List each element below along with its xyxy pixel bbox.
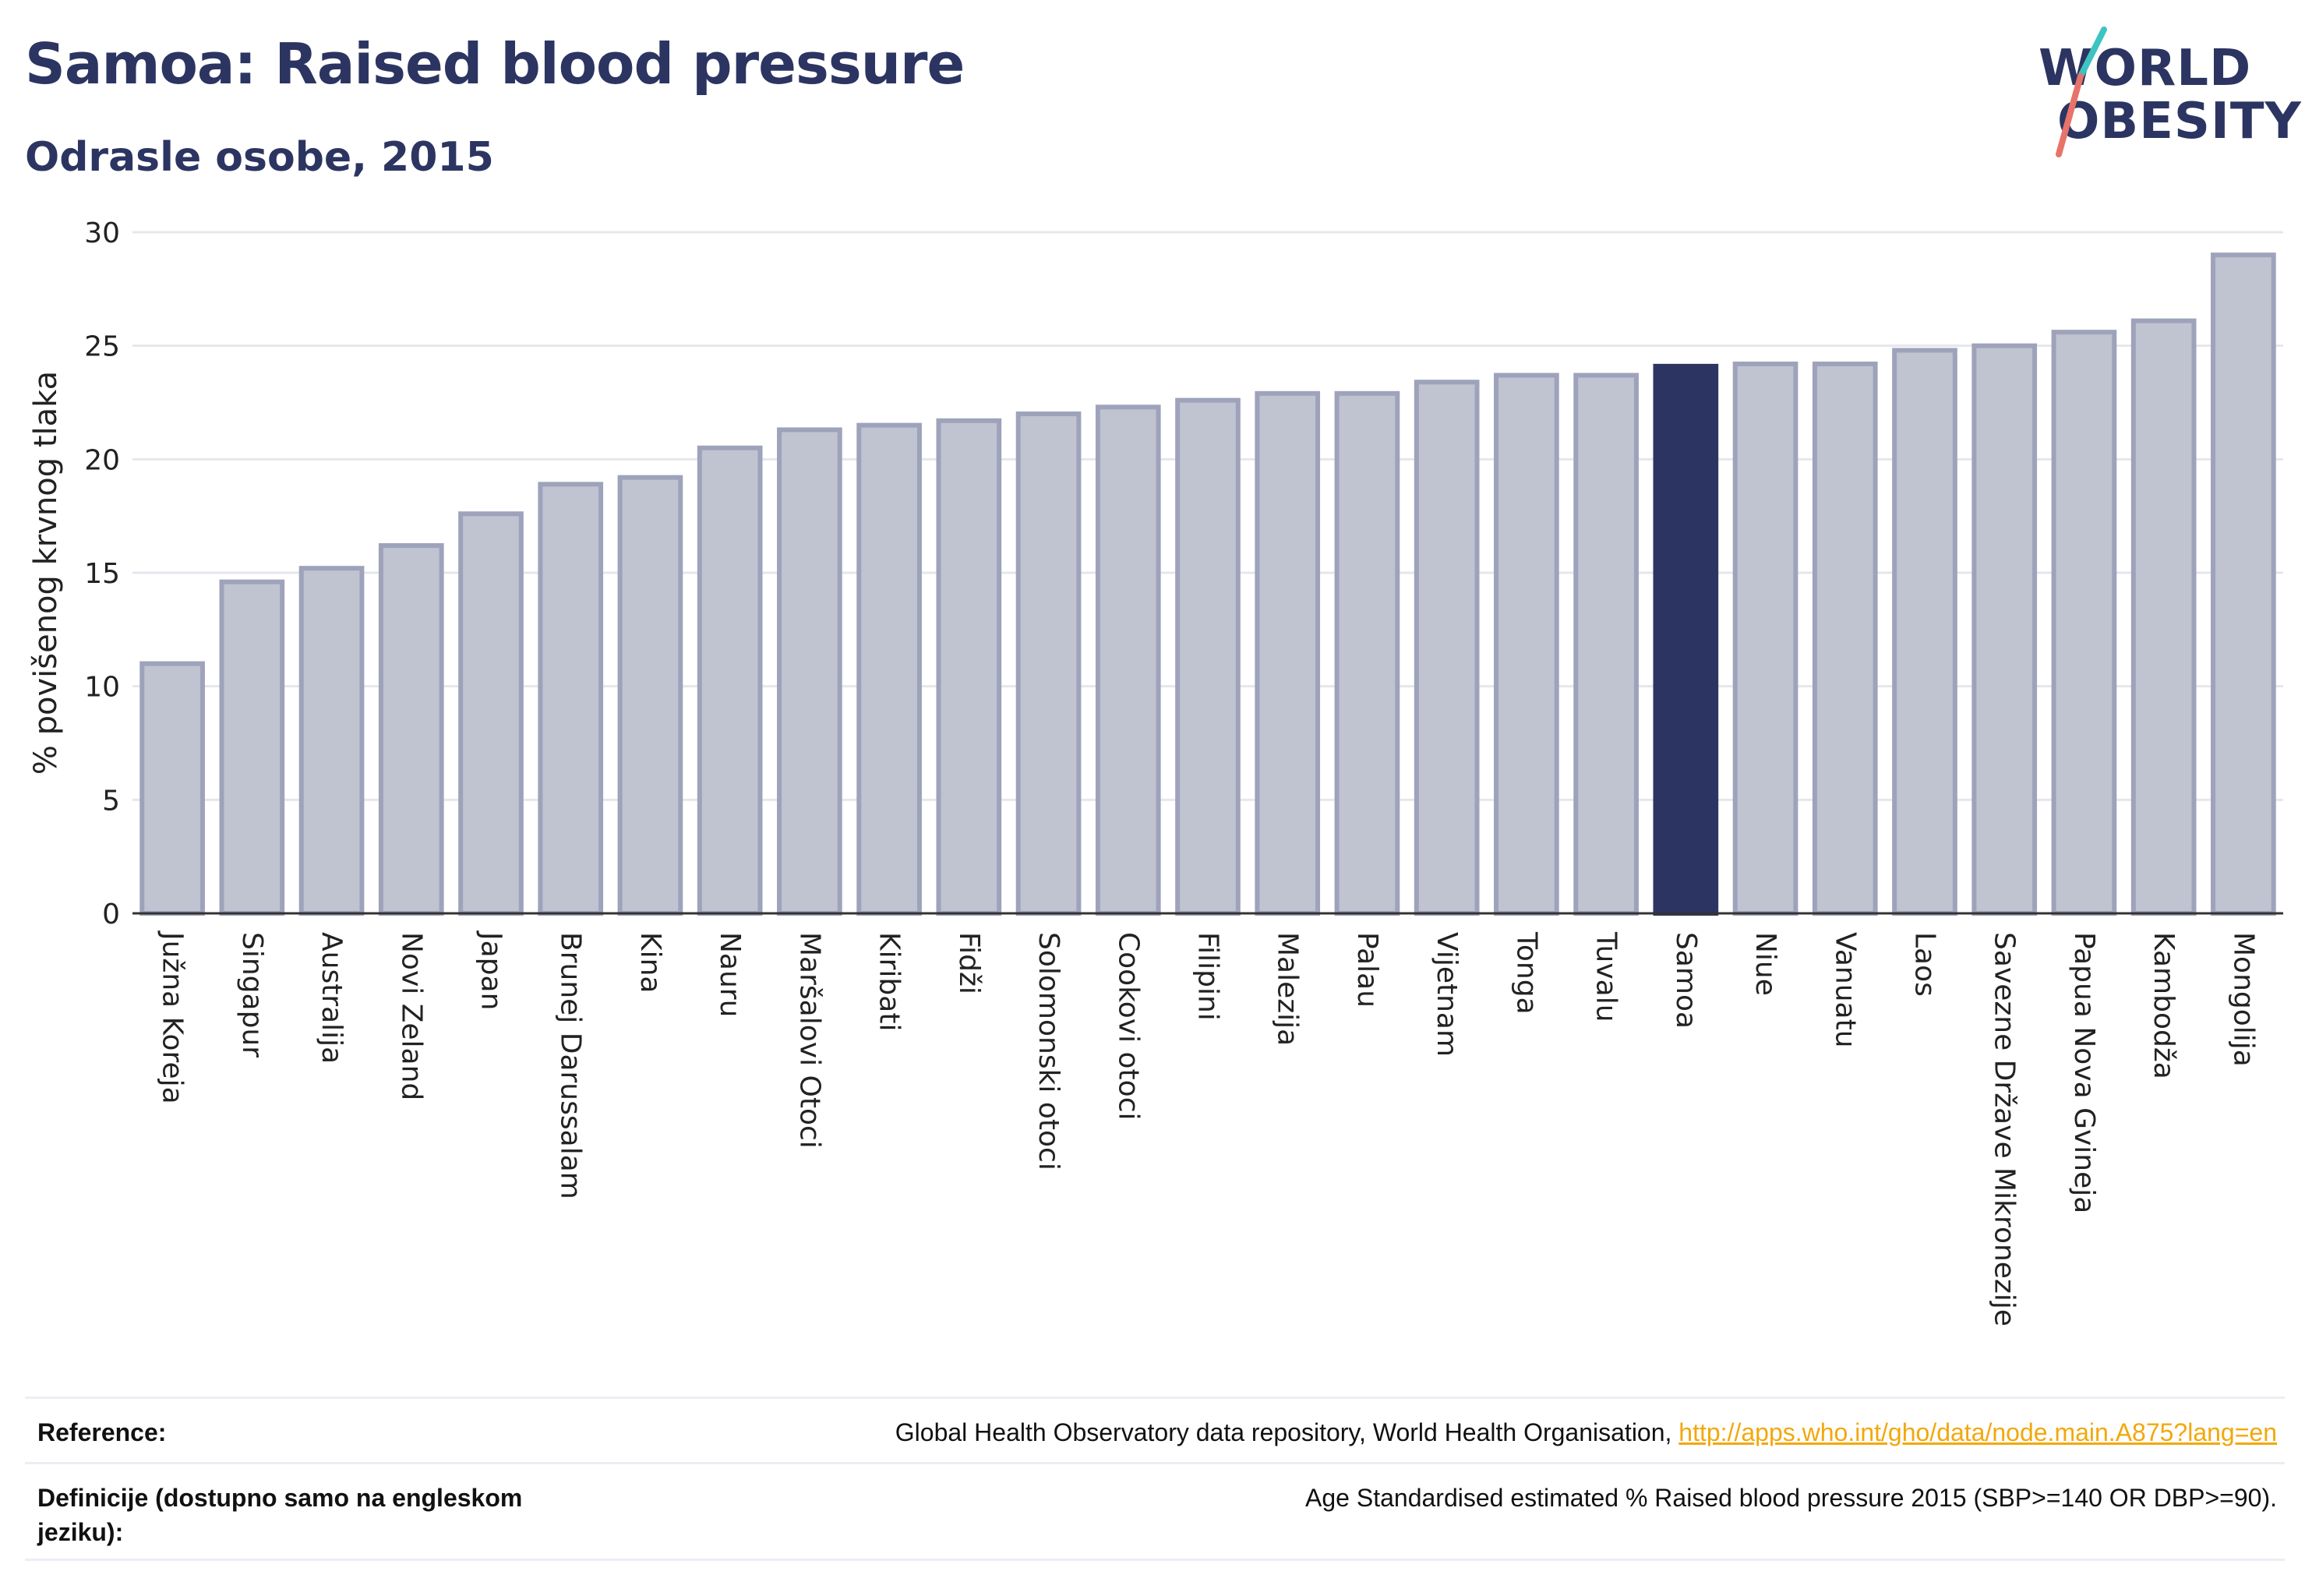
bar	[1573, 373, 1639, 916]
bar	[298, 566, 365, 916]
x-tick-label: Savezne Države Mikronezije	[1989, 932, 2021, 1326]
bar	[1494, 373, 1559, 916]
x-tick-label: Laos	[1909, 932, 1941, 997]
bar-chart: 0 5 10 15 20 25 30 % povišenog krvnog tlaka Južn…	[28, 217, 2283, 1326]
y-tick-label: 20	[84, 444, 120, 476]
x-tick-label: Samoa	[1670, 932, 1702, 1029]
world-obesity-logo: WORLD OBESITY	[2026, 23, 2301, 164]
bar	[1892, 348, 1957, 916]
logo-slash-icon	[2056, 26, 2107, 157]
footer-divider-bottom	[25, 1559, 2285, 1561]
reference-source: Global Health Observatory data repositor…	[895, 1418, 1679, 1446]
x-tick-label: Južna Koreja	[157, 930, 189, 1104]
x-tick-label: Singapur	[236, 932, 268, 1058]
definition-text: Age Standardised estimated % Raised bloo…	[1305, 1484, 2277, 1512]
y-axis-label: % povišenog krvnog tlaka	[28, 371, 64, 775]
reference-link[interactable]: http://apps.who.int/gho/data/node.main.A…	[1678, 1418, 2277, 1446]
bar	[1971, 343, 2038, 916]
reference-text: Global Health Observatory data repositor…	[895, 1415, 2277, 1449]
y-tick-label: 5	[102, 785, 120, 817]
x-tick-label: Novi Zeland	[395, 932, 427, 1100]
x-tick-label: Mongolija	[2227, 932, 2259, 1067]
bar	[139, 661, 205, 916]
x-tick-label: Niue	[1749, 932, 1781, 996]
bar	[1414, 380, 1480, 916]
y-tick-label: 15	[84, 558, 120, 590]
x-tick-label: Vanuatu	[1829, 932, 1861, 1048]
bar	[1812, 361, 1878, 916]
reference-label: Reference:	[37, 1418, 167, 1446]
x-tick-label: Tonga	[1510, 931, 1542, 1015]
y-tick-label: 0	[102, 899, 120, 930]
bar	[2130, 318, 2197, 916]
x-tick-label: Filipini	[1192, 932, 1224, 1021]
bar	[1653, 363, 1719, 916]
footer-divider-middle	[25, 1462, 2285, 1464]
bar	[2051, 330, 2117, 916]
bar	[1095, 404, 1161, 916]
x-tick-label: Papua Nova Gvineja	[2068, 932, 2100, 1213]
y-tick-label: 25	[84, 331, 120, 363]
bar	[777, 427, 842, 916]
x-tick-label: Maršalovi Otoci	[793, 932, 825, 1149]
x-tick-label: Australija	[316, 932, 348, 1064]
bar	[538, 482, 604, 916]
bar	[378, 543, 444, 916]
x-tick-label: Japan	[475, 930, 507, 1010]
bar	[697, 445, 763, 916]
bar	[2211, 252, 2276, 916]
bar	[856, 422, 922, 916]
x-tick-label: Kambodža	[2148, 932, 2180, 1079]
bar	[1015, 411, 1082, 916]
x-tick-label: Kina	[634, 932, 666, 994]
chart-subtitle: Odrasle osobe, 2015	[25, 134, 494, 181]
bar	[1732, 361, 1798, 916]
bar	[1334, 390, 1400, 916]
bar	[1175, 397, 1241, 916]
x-tick-label: Cookovi otoci	[1112, 932, 1144, 1121]
x-tick-label: Solomonski otoci	[1032, 932, 1064, 1171]
footer-divider-top	[25, 1396, 2285, 1399]
definition-label: Definicije (dostupno samo na engleskom j…	[37, 1484, 523, 1546]
x-tick-label: Brunej Darussalam	[555, 932, 587, 1199]
bar	[458, 511, 524, 916]
y-tick-label: 30	[84, 217, 120, 249]
logo-line-2: OBESITY	[2057, 93, 2302, 150]
logo-line-1: WORLD	[2038, 40, 2252, 97]
x-tick-label: Tuvalu	[1590, 931, 1622, 1022]
bar	[219, 579, 285, 916]
x-tick-label: Kiribati	[874, 932, 905, 1031]
y-tick-label: 10	[84, 672, 120, 704]
x-tick-label: Nauru	[714, 932, 746, 1017]
x-tick-label: Malezija	[1272, 932, 1304, 1046]
x-tick-label: Vijetnam	[1431, 932, 1463, 1057]
x-tick-label: Palau	[1351, 932, 1383, 1008]
bar	[1255, 390, 1321, 916]
bar	[936, 418, 1002, 916]
chart-title: Samoa: Raised blood pressure	[25, 31, 965, 97]
x-tick-label: Fidži	[953, 932, 985, 994]
bar	[617, 475, 683, 916]
